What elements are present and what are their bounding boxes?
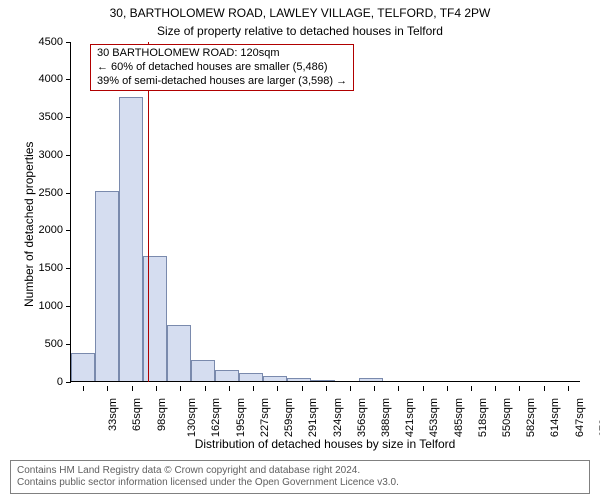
- x-tick-label: 227sqm: [259, 398, 271, 437]
- x-tick-label: 259sqm: [283, 398, 295, 437]
- x-axis-label: Distribution of detached houses by size …: [70, 437, 580, 451]
- y-axis-label: Number of detached properties: [22, 142, 36, 307]
- x-tick-label: 485sqm: [453, 398, 465, 437]
- x-tick-label: 130sqm: [186, 398, 198, 437]
- y-tick-label: 4000: [39, 73, 63, 85]
- histogram-bar: [287, 378, 311, 381]
- footer-line2: Contains public sector information licen…: [17, 477, 583, 489]
- histogram-bar: [239, 373, 263, 381]
- histogram-bar: [263, 376, 287, 381]
- x-tick-label: 614sqm: [550, 398, 562, 437]
- x-tick-label: 550sqm: [501, 398, 513, 437]
- footer-line1: Contains HM Land Registry data © Crown c…: [17, 465, 583, 477]
- histogram-bar: [143, 256, 167, 381]
- x-tick-label: 582sqm: [526, 398, 538, 437]
- annotation-line1: 30 BARTHOLOMEW ROAD: 120sqm: [97, 47, 347, 61]
- y-tick-label: 2000: [39, 224, 63, 236]
- property-annotation-box: 30 BARTHOLOMEW ROAD: 120sqm ← 60% of det…: [90, 44, 354, 91]
- x-tick-label: 162sqm: [210, 398, 222, 437]
- x-tick-label: 324sqm: [332, 398, 344, 437]
- y-tick-label: 0: [57, 376, 63, 388]
- y-tick-label: 1000: [39, 300, 63, 312]
- y-tick-label: 1500: [39, 262, 63, 274]
- y-tick-label: 500: [45, 338, 63, 350]
- x-tick-label: 195sqm: [235, 398, 247, 437]
- annotation-line2: ← 60% of detached houses are smaller (5,…: [97, 61, 347, 75]
- histogram-bar: [359, 378, 383, 381]
- x-tick-label: 647sqm: [574, 398, 586, 437]
- x-tick-label: 421sqm: [405, 398, 417, 437]
- histogram-bar: [191, 360, 215, 381]
- x-tick-label: 453sqm: [429, 398, 441, 437]
- x-tick-label: 518sqm: [477, 398, 489, 437]
- reference-line: [148, 42, 149, 382]
- x-tick-label: 98sqm: [156, 398, 168, 431]
- histogram-plot-area: 05001000150020002500300035004000450033sq…: [70, 42, 580, 382]
- x-tick-label: 388sqm: [380, 398, 392, 437]
- annotation-line3: 39% of semi-detached houses are larger (…: [97, 75, 347, 89]
- y-tick-label: 4500: [39, 36, 63, 48]
- page-title-line2: Size of property relative to detached ho…: [0, 24, 600, 38]
- histogram-bar: [71, 353, 95, 381]
- page-title-line1: 30, BARTHOLOMEW ROAD, LAWLEY VILLAGE, TE…: [0, 6, 600, 20]
- x-tick-label: 33sqm: [107, 398, 119, 431]
- histogram-bar: [167, 325, 191, 381]
- chart-root: 30, BARTHOLOMEW ROAD, LAWLEY VILLAGE, TE…: [0, 0, 600, 500]
- histogram-bar: [119, 97, 143, 381]
- x-tick-label: 356sqm: [356, 398, 368, 437]
- y-tick-label: 3500: [39, 111, 63, 123]
- copyright-footer: Contains HM Land Registry data © Crown c…: [10, 460, 590, 494]
- x-tick-label: 291sqm: [307, 398, 319, 437]
- y-tick-label: 2500: [39, 187, 63, 199]
- histogram-bar: [311, 380, 335, 382]
- histogram-bar: [215, 370, 239, 381]
- x-tick-label: 65sqm: [131, 398, 143, 431]
- y-tick-label: 3000: [39, 149, 63, 161]
- histogram-bar: [95, 191, 119, 381]
